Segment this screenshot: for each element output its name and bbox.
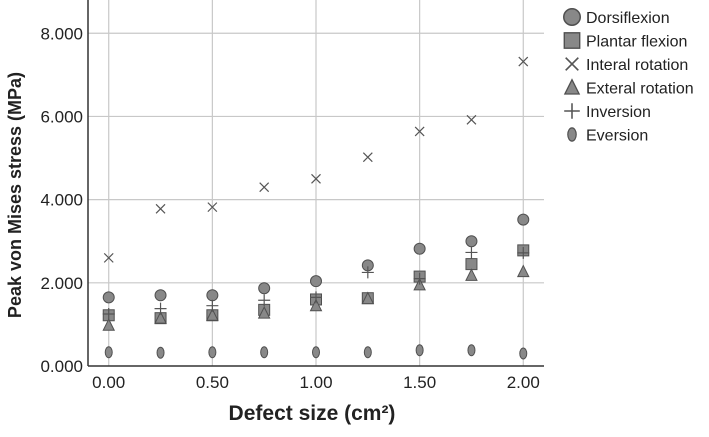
series-eversion [104,344,528,360]
legend-marker [563,78,581,95]
legend-label: Exteral rotation [586,81,694,98]
data-point [102,318,116,331]
data-point [102,291,115,304]
data-point [361,291,375,305]
data-point [517,213,530,226]
data-point [310,291,322,304]
data-point [310,275,322,288]
y-tick-label: 2.000 [40,274,83,293]
legend: Dorsiflexion Plantar flexion Interal rotat… [563,8,694,145]
data-point [257,306,271,319]
legend-label: Inversion [586,104,651,121]
legend-marker [563,8,581,26]
data-point [362,152,373,163]
data-point [415,344,424,357]
legend-item: Interal rotation [565,57,688,74]
legend-label: Dorsiflexion [586,10,670,27]
y-tick-label: 4.000 [40,191,83,210]
data-point [465,246,478,259]
legend-label: Eversion [586,128,648,145]
data-point [467,344,476,357]
data-point [413,272,426,285]
legend-item: Plantar flexion [563,32,687,51]
tick-labels: 0.00 0.50 1.00 1.50 2.00 0.000 2.000 4.000 6.000… [40,24,539,392]
legend-marker [565,57,579,71]
legend-marker-circle [563,8,581,26]
data-point [206,289,219,302]
data-point [208,346,217,359]
data-point [465,258,478,271]
axes [87,0,544,367]
data-point [516,264,530,278]
data-point [413,242,426,255]
data-point [154,302,167,315]
data-point [309,298,323,312]
data-point [103,252,114,263]
legend-item: Eversion [567,127,648,145]
series-dorsiflexion [102,213,530,304]
series-interal-rotation [103,56,529,263]
y-tick-label: 6.000 [40,107,83,126]
legend-marker [567,127,577,142]
legend-marker-triangle [563,78,581,95]
data-point [312,346,320,359]
legend-marker [564,103,580,119]
legend-marker-ellipse [567,127,577,142]
data-point [155,203,166,214]
y-tick-label: 8.000 [40,24,83,43]
data-point [518,56,529,67]
legend-marker-square [563,32,581,49]
data-point [465,235,478,248]
data-point [104,346,113,359]
data-point [154,311,167,324]
legend-marker-plus [564,103,580,119]
legend-marker [563,32,581,49]
data-point [361,266,374,279]
x-tick-label: 0.50 [196,373,229,392]
data-point [260,346,269,359]
data-point [207,202,218,213]
data-point [517,246,530,259]
x-tick-label: 1.50 [403,373,436,392]
data-point [311,173,321,184]
data-point [363,346,372,359]
x-tick-label: 1.00 [299,373,332,392]
legend-label: Interal rotation [586,57,688,74]
data-points [102,56,530,360]
data-point [206,299,219,312]
data-point [102,308,115,321]
data-point [258,282,271,295]
legend-marker-x [565,57,579,71]
data-point [519,347,528,360]
y-axis-title: Peak von Mises stress (MPa) [5,72,25,318]
data-point [259,182,270,193]
data-point [258,294,271,307]
data-point [414,126,425,137]
data-point [465,268,478,281]
series-inversion [102,246,530,321]
data-point [206,308,219,321]
legend-item: Inversion [564,103,651,121]
x-axis-title: Defect size (cm²) [229,402,396,425]
x-tick-label: 2.00 [507,373,540,392]
data-point [466,114,477,125]
data-point [154,289,167,302]
data-point [156,346,165,359]
legend-label: Plantar flexion [586,34,687,51]
x-tick-label: 0.00 [92,373,125,392]
y-tick-label: 0.000 [40,357,83,376]
legend-item: Dorsiflexion [563,8,670,27]
legend-item: Exteral rotation [563,78,694,98]
